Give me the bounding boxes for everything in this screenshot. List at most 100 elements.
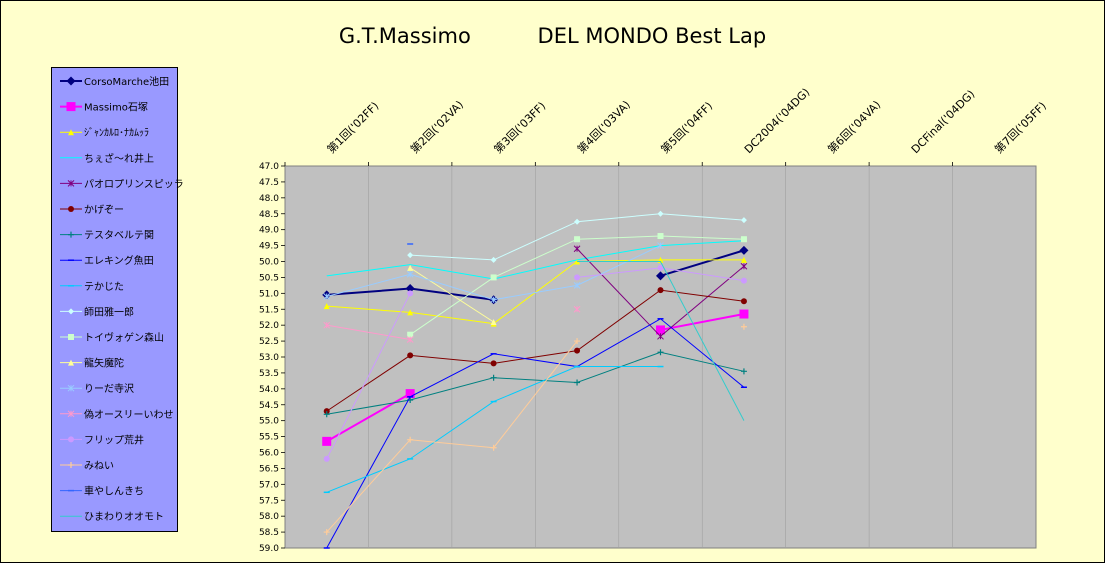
data-point (407, 352, 414, 359)
legend-marker (67, 180, 75, 187)
legend-marker (68, 206, 74, 212)
data-point (574, 218, 581, 225)
y-tick-label: 51.5 (259, 305, 279, 315)
legend-label: テスタベルテ関 (84, 230, 154, 242)
legend-label: 偽オースリーいわせ (84, 408, 174, 421)
x-tick-label: 第1回('02FF) (324, 99, 381, 156)
y-tick-label: 50.5 (259, 273, 279, 283)
series-line (326, 324, 411, 340)
legend-label: りーだ寺沢 (84, 382, 134, 395)
legend-label: パオロプリンスピッラ (84, 178, 184, 190)
data-point (323, 529, 330, 536)
data-point (574, 338, 581, 345)
data-point (574, 274, 581, 281)
y-tick-label: 49.0 (259, 226, 279, 236)
data-point (322, 436, 332, 446)
y-tick-label: 54.5 (259, 401, 279, 411)
legend-label: ｼﾞｬﾝｶﾙﾛ･ﾅｶﾑｯﾗ (84, 127, 149, 139)
data-point (405, 389, 415, 399)
data-point (657, 287, 664, 294)
legend-label: 車やしんきち (84, 485, 144, 498)
chart-title: G.T.Massimo DEL MONDO Best Lap (338, 24, 767, 48)
data-point (656, 325, 665, 335)
y-tick-label: 56.5 (259, 464, 279, 474)
legend-marker (68, 462, 74, 468)
series-line (326, 318, 745, 549)
y-tick-label: 55.0 (259, 417, 279, 427)
x-tick-label: 第6回('04VA) (825, 97, 884, 156)
legend-label: CorsoMarche池田 (84, 75, 169, 88)
legend-label: みねい (84, 460, 114, 472)
data-point (323, 411, 330, 418)
data-point (574, 347, 581, 354)
data-point (323, 321, 331, 329)
data-point (739, 245, 749, 255)
x-tick-label: 第3回('03FF) (491, 99, 548, 156)
data-point (407, 309, 414, 316)
y-tick-label: 52.5 (259, 337, 279, 347)
y-tick-label: 50.0 (259, 258, 279, 268)
legend-label: ひまわりオオモト (84, 511, 164, 523)
series-line (409, 267, 494, 323)
data-point (739, 309, 749, 319)
y-tick-label: 57.5 (259, 496, 279, 506)
legend-marker (68, 359, 74, 366)
plot-area (284, 165, 1037, 549)
data-point (407, 290, 414, 297)
x-tick-label: 第5回('04FF) (658, 99, 715, 156)
legend-marker (68, 231, 74, 238)
legend-label: かげぞー (84, 204, 124, 216)
legend-marker (67, 384, 75, 392)
data-point (490, 360, 497, 367)
data-point (490, 444, 497, 451)
y-tick-label: 58.5 (259, 528, 279, 538)
legend-marker (68, 308, 74, 315)
data-point (740, 256, 747, 263)
data-point (490, 318, 497, 325)
legend-marker (68, 334, 74, 340)
data-point (323, 408, 330, 415)
legend-marker (67, 410, 75, 418)
data-point (323, 303, 330, 310)
series-line (660, 249, 745, 277)
y-tick-label: 56.0 (259, 449, 279, 459)
y-tick-label: 48.0 (259, 194, 279, 204)
data-point (407, 252, 414, 259)
legend-label: 師田雅一郎 (84, 305, 134, 318)
data-point (740, 277, 747, 284)
series-line (326, 293, 411, 460)
series-line (660, 313, 745, 331)
data-point (573, 305, 581, 313)
data-point (657, 332, 664, 340)
y-tick-label: 57.0 (259, 480, 279, 490)
data-point (490, 374, 497, 381)
legend-marker (66, 102, 76, 112)
y-tick-label: 47.0 (259, 162, 279, 172)
data-point (323, 455, 330, 462)
data-point (657, 242, 664, 249)
data-point (740, 217, 747, 224)
data-point (574, 379, 581, 386)
data-point (405, 284, 415, 294)
data-point (740, 298, 747, 305)
data-point (406, 336, 414, 343)
x-tick-label: 第7回('05FF) (991, 99, 1048, 156)
y-tick-label: 49.5 (259, 242, 279, 252)
series-line (326, 340, 578, 533)
data-point (656, 271, 665, 281)
series-line (326, 392, 411, 443)
series-line (326, 240, 744, 280)
y-tick-label: 52.0 (259, 321, 279, 331)
data-point (490, 274, 497, 281)
data-point (657, 349, 664, 356)
y-tick-label: 51.0 (259, 289, 279, 299)
legend-label: エレキング魚田 (84, 254, 154, 267)
series-line (577, 261, 745, 421)
x-tick-label: DCFinal('04DG) (909, 87, 978, 156)
legend-label: Massimo石塚 (84, 102, 148, 114)
data-point (323, 293, 331, 300)
legend (51, 67, 178, 532)
data-point (406, 270, 414, 278)
series-line (326, 289, 745, 412)
y-tick-label: 48.5 (259, 210, 279, 220)
